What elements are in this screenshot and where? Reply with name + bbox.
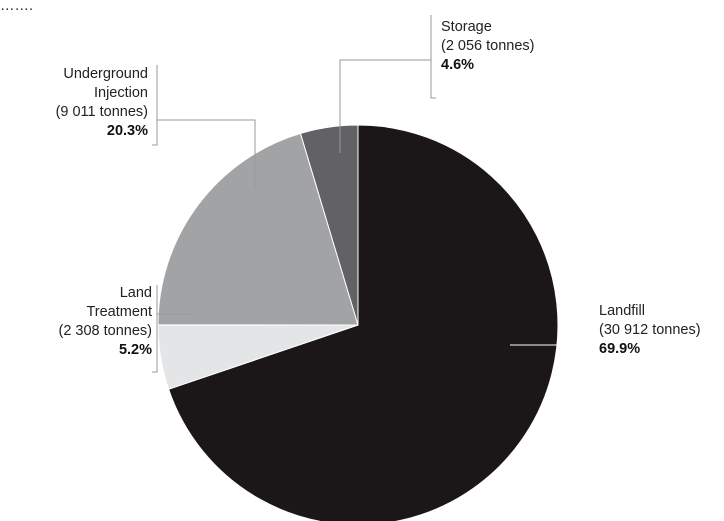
slice-label-line: Landfill: [599, 303, 645, 319]
slice-label-line: Injection: [94, 85, 148, 101]
slice-percent-landfill: 69.9%: [599, 341, 640, 357]
pie-slice-landfill: [167, 124, 559, 521]
slice-labels: Landfill (30 912 tonnes) 69.9% Land Treatmen…: [56, 19, 701, 358]
leader-lines: [152, 15, 587, 373]
slice-label-line: (2 308 tonnes): [58, 323, 152, 339]
slice-percent-storage: 4.6%: [441, 57, 474, 73]
leader-line-storage: [339, 15, 436, 153]
slice-label-underground-injection: Underground Injection (9 011 tonnes) 20.3%: [56, 66, 149, 139]
slice-label-line: Land: [120, 285, 152, 301]
slice-label-line: (30 912 tonnes): [599, 322, 701, 338]
cropped-text-fragment: …….: [0, 0, 33, 14]
slice-label-storage: Storage (2 056 tonnes) 4.6%: [441, 19, 535, 73]
pie-slices: [157, 124, 559, 521]
pie-slice-storage: [299, 124, 359, 326]
leader-line-landfill: [510, 299, 587, 373]
slice-percent-underground-injection: 20.3%: [107, 123, 148, 139]
slice-label-line: Treatment: [86, 304, 152, 320]
slice-label-landfill: Landfill (30 912 tonnes) 69.9%: [599, 303, 701, 357]
pie-slice-underground-injection: [157, 132, 359, 326]
slice-percent-land-treatment: 5.2%: [119, 342, 152, 358]
slice-label-line: Storage: [441, 19, 492, 35]
leader-line-underground-injection: [152, 65, 256, 190]
slice-label-line: (2 056 tonnes): [441, 38, 535, 54]
leader-line-land-treatment: [152, 285, 190, 373]
slice-label-line: Underground: [63, 66, 148, 82]
slice-label-land-treatment: Land Treatment (2 308 tonnes) 5.2%: [58, 285, 152, 358]
slice-label-line: (9 011 tonnes): [56, 104, 148, 120]
